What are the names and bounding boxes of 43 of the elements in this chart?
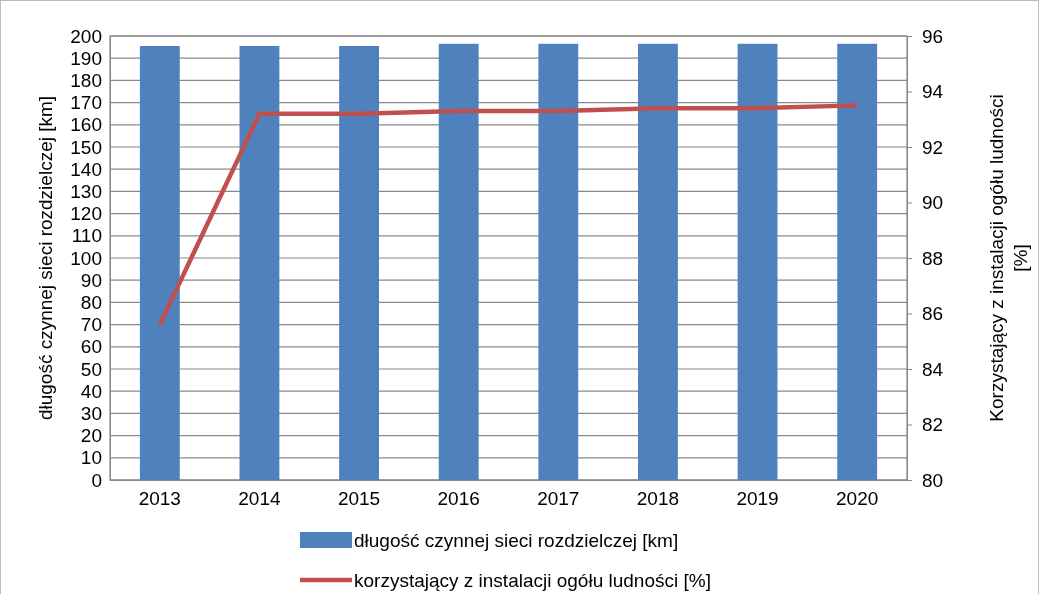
x-tick-label: 2017 [537,488,580,510]
y2-tick-label: 96 [922,25,944,47]
y2-tick-label: 86 [922,303,944,325]
y-tick-label: 20 [80,425,102,447]
y-tick-label: 180 [70,69,102,91]
y-tick-label: 200 [70,25,102,47]
y2-tick-label: 90 [922,192,944,214]
y2-axis-title: Korzystający z instalacji ogółu ludności [%] [986,94,1031,422]
y-tick-label: 40 [80,380,102,402]
x-tick-label: 2016 [437,488,480,510]
y-tick-label: 80 [80,291,102,313]
y-tick-label: 160 [70,114,102,136]
y2-tick-label: 94 [922,81,944,103]
y-tick-label: 120 [70,203,102,225]
y2-tick-label: 88 [922,247,944,269]
legend-label: długość czynnej sieci rozdzielczej [km] [354,530,679,551]
y2-tick-label: 84 [922,358,944,380]
y-tick-label: 60 [80,336,102,358]
y-axis-title: długość czynnej sieci rozdzielczej [km] [35,95,56,421]
line-series [157,103,860,327]
y-tick-label: 140 [70,158,102,180]
y-tick-label: 0 [91,469,102,491]
y-tick-label: 150 [70,136,102,158]
y-tick-label: 130 [70,180,102,202]
y-tick-label: 50 [80,358,102,380]
y-tick-label: 170 [70,92,102,114]
y2-tick-label: 80 [922,469,944,491]
y2-tick-label: 92 [922,136,944,158]
x-tick-label: 2018 [636,488,680,510]
x-tick-label: 2013 [138,488,181,510]
x-tick-label: 2019 [736,488,779,510]
y-tick-label: 100 [70,247,102,269]
y-tick-label: 110 [71,225,102,247]
y-tick-label: 10 [80,447,102,469]
y-tick-label: 30 [80,402,102,424]
x-tick-label: 2014 [238,488,281,510]
y-tick-label: 90 [80,269,102,291]
x-tick-label: 2015 [337,488,381,510]
y-tick-label: 70 [80,314,102,336]
legend-label: korzystający z instalacji ogółu ludności [%] [354,570,711,591]
y2-tick-label: 82 [922,414,944,436]
x-tick-label: 2020 [836,488,879,510]
y-tick-label: 190 [70,47,102,69]
